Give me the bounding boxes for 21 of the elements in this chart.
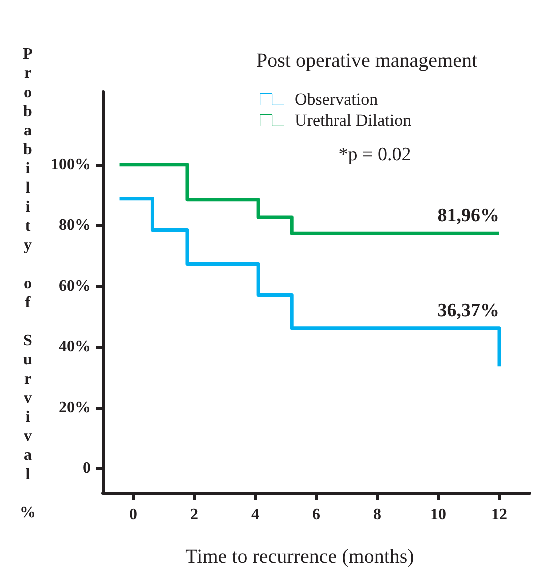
legend-title: Post operative management (256, 50, 478, 72)
y-tick-label: 100% (51, 156, 91, 174)
y-tick-label: 0 (83, 460, 91, 478)
y-tick-label: 40% (59, 338, 91, 356)
x-tick-label: 0 (130, 506, 138, 524)
x-tick-label: 6 (312, 506, 320, 524)
text: Probability of Survival % (20, 46, 36, 522)
x-tick-label: 4 (252, 506, 260, 524)
annotation: 36,37% (438, 300, 500, 322)
legend-label: Urethral Dilation (295, 111, 412, 130)
annotation: 81,96% (438, 206, 500, 227)
x-axis-title: Time to recurrence (months) (186, 546, 414, 568)
x-tick-label: 8 (374, 506, 382, 524)
annotation: *p = 0.02 (338, 144, 412, 166)
x-tick-label: 10 (430, 506, 446, 524)
y-tick-label: 20% (59, 399, 91, 416)
x-tick-label: 12 (492, 506, 508, 524)
y-tick-label: 60% (59, 278, 91, 295)
legend-label: Observation (295, 90, 379, 109)
y-tick-label: 80% (59, 217, 91, 234)
x-tick-label: 2 (190, 506, 198, 524)
